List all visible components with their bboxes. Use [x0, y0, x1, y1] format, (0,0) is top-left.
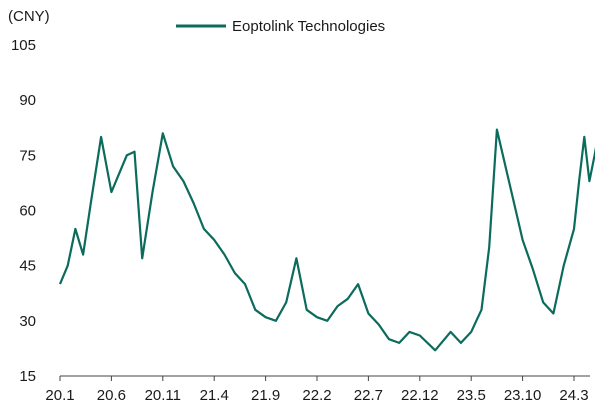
x-tick-label: 20.1 [45, 387, 74, 404]
x-tick-label: 23.5 [457, 387, 486, 404]
x-tick-label: 20.11 [145, 387, 181, 404]
x-tick-label: 21.4 [200, 387, 229, 404]
price-series-line [58, 128, 595, 352]
y-tick-label: 45 [19, 258, 36, 275]
x-tick-label: 22.2 [302, 387, 331, 404]
x-tick-label: 22.12 [401, 387, 439, 404]
y-axis-unit-label: (CNY) [8, 8, 50, 25]
x-tick-label: 24.3 [559, 387, 588, 404]
y-axis-ticks: 15 30 45 60 75 90 105 [11, 37, 36, 385]
x-tick-label: 23.10 [504, 387, 542, 404]
x-tick-label: 20.6 [97, 387, 126, 404]
y-tick-label: 30 [19, 313, 36, 330]
y-tick-label: 15 [19, 368, 36, 385]
legend-label: Eoptolink Technologies [232, 18, 385, 35]
y-tick-label: 75 [19, 147, 36, 164]
y-tick-label: 90 [19, 92, 36, 109]
y-tick-label: 105 [11, 37, 36, 54]
y-tick-label: 60 [19, 203, 36, 220]
x-axis-ticks: 20.1 20.6 20.11 21.4 21.9 22.2 22.7 22.12 23.5 23… [45, 376, 589, 404]
legend: Eoptolink Technologies [176, 18, 385, 35]
x-tick-label: 21.9 [251, 387, 280, 404]
x-tick-label: 22.7 [354, 387, 383, 404]
